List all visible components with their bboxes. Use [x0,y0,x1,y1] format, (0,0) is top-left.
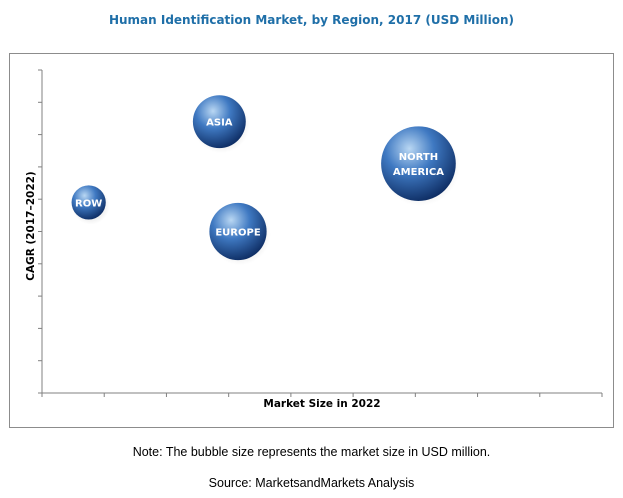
bubble-circle [71,185,106,220]
bubble-label: NORTH [399,152,438,163]
y-axis-label: CAGR (2017–2022) [25,171,37,281]
bubble-north-america: NORTH AMERICA [381,126,460,207]
bubble-circle [192,95,246,149]
bubble-label: ROW [75,198,102,209]
bubble-label: AMERICA [393,167,444,178]
chart-frame [9,53,614,428]
bubble-europe: EUROPE [209,202,271,266]
chart-note: Note: The bubble size represents the mar… [132,445,491,459]
bubble-circle [209,202,267,261]
bubble-asia: ASIA [192,95,250,154]
bubble-label: EUROPE [215,228,260,239]
bubble-label: ASIA [206,118,233,129]
bubble-row: ROW [71,185,110,225]
chart-source: Source: MarketsandMarkets Analysis [208,476,415,490]
bubble-circle [381,126,456,202]
chart-title: Human Identification Market, by Region, … [108,13,515,27]
x-axis-label: Market Size in 2022 [263,398,380,410]
